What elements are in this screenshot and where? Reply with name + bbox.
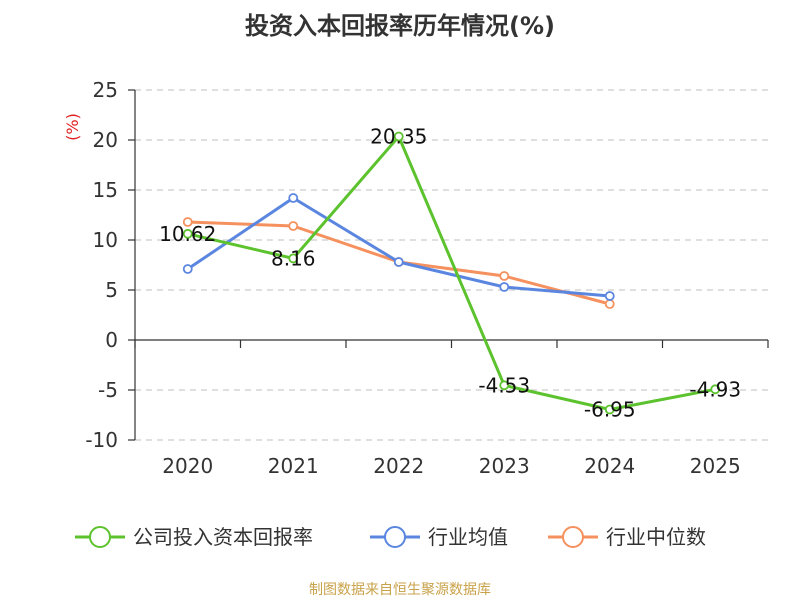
data-point bbox=[393, 131, 404, 142]
series-line bbox=[186, 196, 610, 298]
y-tick-label: -10 bbox=[85, 428, 118, 452]
grid-layer bbox=[135, 89, 768, 441]
data-point bbox=[604, 291, 615, 301]
y-tick-label: -5 bbox=[98, 378, 118, 402]
legend-marker bbox=[384, 526, 406, 548]
series-layer bbox=[182, 131, 721, 415]
legend-marker bbox=[89, 526, 111, 548]
y-axis-label: (%) bbox=[63, 113, 82, 141]
data-point bbox=[288, 221, 299, 231]
data-point bbox=[604, 299, 615, 309]
legend-label: 行业均值 bbox=[428, 525, 508, 549]
y-tick-label: 5 bbox=[105, 278, 118, 302]
data-label: 20.35 bbox=[370, 125, 427, 149]
series-line bbox=[187, 135, 716, 411]
x-tick-label: 2022 bbox=[373, 454, 424, 478]
data-point bbox=[182, 228, 193, 239]
data-point bbox=[499, 282, 510, 292]
data-label-layer: 10.62 8.16 20.35 -4.53 -6.95 -4.93 bbox=[159, 125, 741, 422]
chart-title: 投资入本回报率历年情况(%) bbox=[245, 12, 555, 40]
legend-label: 行业中位数 bbox=[606, 525, 706, 549]
data-label: -4.53 bbox=[478, 373, 530, 397]
y-tick-label: 15 bbox=[93, 178, 118, 202]
legend: 公司投入资本回报率 行业均值 行业中位数 bbox=[75, 525, 706, 549]
x-tick-label: 2025 bbox=[690, 454, 741, 478]
data-label: 10.62 bbox=[159, 222, 216, 246]
y-tick-label: 0 bbox=[105, 328, 118, 352]
y-tick-label: 25 bbox=[93, 78, 118, 102]
y-tick-label: 10 bbox=[93, 228, 118, 252]
data-label: -6.95 bbox=[584, 398, 636, 422]
legend-marker bbox=[562, 526, 584, 548]
y-tick-label: 20 bbox=[93, 128, 118, 152]
x-tick-label: 2024 bbox=[584, 454, 635, 478]
data-point bbox=[499, 380, 510, 391]
source-note: 制图数据来自恒生聚源数据库 bbox=[309, 582, 491, 598]
data-point bbox=[288, 253, 299, 264]
data-point bbox=[182, 264, 193, 274]
data-point bbox=[288, 193, 299, 203]
data-point bbox=[710, 384, 721, 395]
data-point bbox=[499, 271, 510, 281]
data-label: -4.93 bbox=[689, 377, 741, 401]
legend-label: 公司投入资本回报率 bbox=[133, 525, 313, 549]
x-tick-label: 2023 bbox=[479, 454, 530, 478]
axis-layer: 25 20 15 10 5 0 -5 -10 2020 2021 2022 2023 2024 2025 (… bbox=[63, 78, 769, 478]
data-label: 8.16 bbox=[271, 246, 316, 270]
data-point bbox=[393, 257, 404, 267]
x-tick-label: 2021 bbox=[268, 454, 319, 478]
x-tick-label: 2020 bbox=[162, 454, 213, 478]
data-point bbox=[182, 217, 193, 227]
data-point bbox=[604, 404, 615, 415]
